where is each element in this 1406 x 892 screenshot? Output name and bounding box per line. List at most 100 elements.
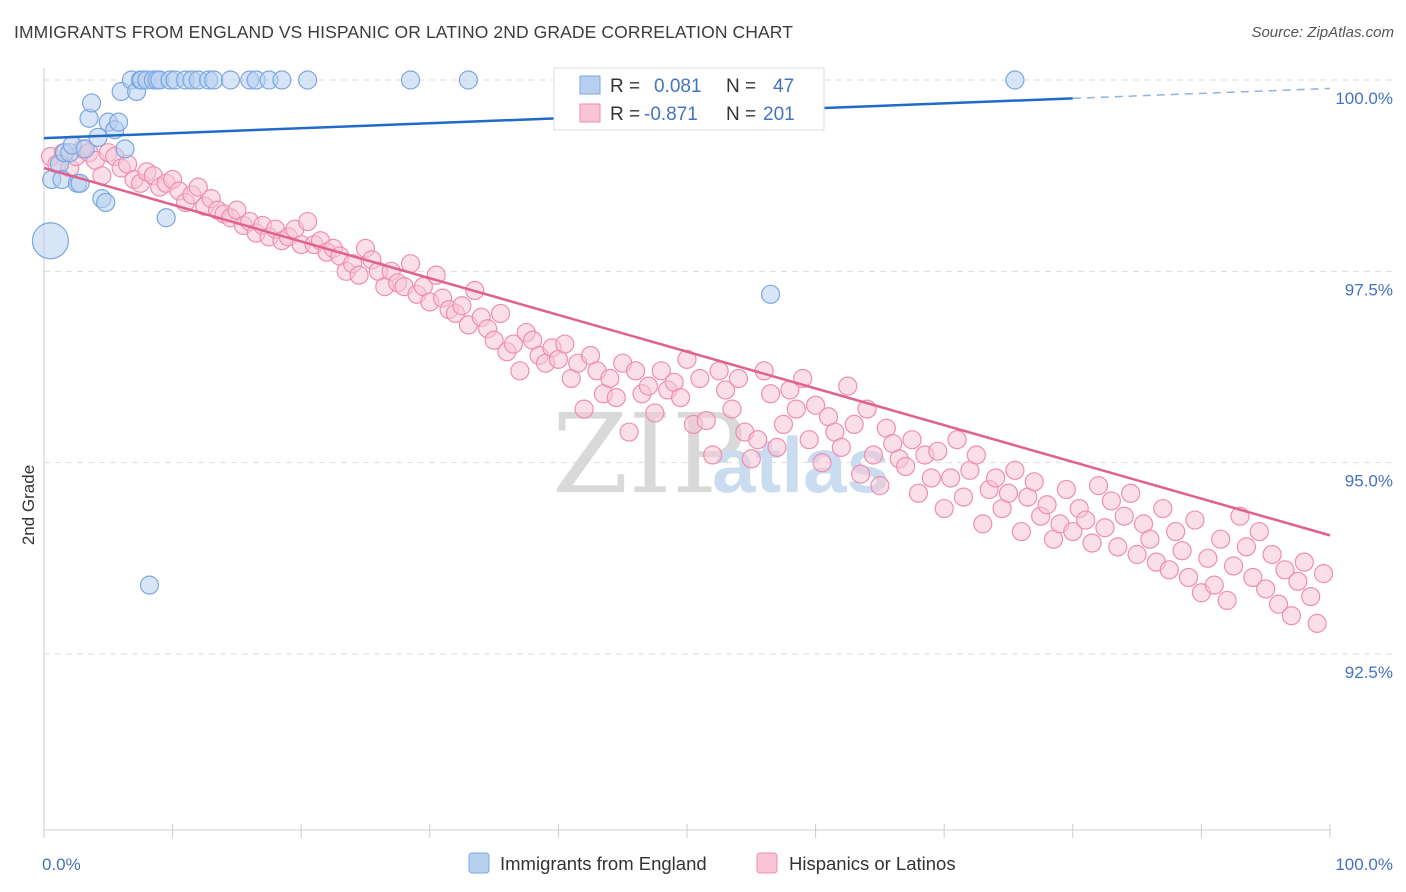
point-hispanic-158 [1056, 479, 1076, 500]
point-england-0 [31, 222, 70, 260]
point-hispanic-106 [722, 399, 742, 419]
point-hispanic-120 [812, 453, 832, 473]
point-hispanic-119 [805, 395, 826, 415]
point-hispanic-112 [760, 384, 781, 404]
point-hispanic-193 [1281, 606, 1302, 626]
point-england-45 [760, 284, 781, 304]
point-hispanic-187 [1243, 567, 1263, 588]
stats-r-label-hispanic: R = [610, 104, 640, 125]
stats-n-value-england: 47 [773, 76, 794, 97]
point-hispanic-40 [298, 211, 318, 232]
point-hispanic-102 [696, 410, 716, 431]
point-hispanic-194 [1288, 571, 1308, 591]
x-tick-label-0: 0.0% [42, 855, 81, 874]
point-hispanic-153 [1024, 472, 1044, 492]
point-hispanic-147 [986, 468, 1006, 488]
stats-r-value-england: 0.081 [654, 76, 702, 97]
point-hispanic-171 [1140, 529, 1160, 549]
point-hispanic-167 [1114, 506, 1134, 526]
y-tick-label-3: 92.5% [1345, 663, 1393, 682]
point-hispanic-109 [741, 449, 761, 469]
point-hispanic-105 [715, 380, 736, 400]
point-hispanic-114 [773, 414, 794, 434]
chart-title: IMMIGRANTS FROM ENGLAND VS HISPANIC OR L… [14, 22, 794, 42]
point-hispanic-195 [1294, 552, 1314, 572]
point-england-25 [139, 575, 160, 595]
source-label: Source: ZipAtlas.com [1251, 24, 1394, 41]
point-hispanic-198 [1313, 564, 1334, 584]
point-hispanic-191 [1268, 594, 1289, 614]
point-hispanic-98 [670, 388, 691, 408]
point-hispanic-72 [503, 334, 523, 354]
point-hispanic-88 [606, 388, 626, 408]
point-hispanic-164 [1095, 518, 1115, 538]
point-hispanic-183 [1217, 590, 1237, 611]
point-hispanic-139 [934, 498, 954, 519]
point-hispanic-23 [188, 177, 208, 197]
point-hispanic-87 [600, 368, 620, 389]
point-hispanic-138 [928, 441, 948, 461]
point-hispanic-118 [799, 430, 819, 450]
legend-swatch-hispanic [756, 852, 778, 874]
point-hispanic-169 [1127, 544, 1147, 565]
point-hispanic-101 [690, 368, 710, 389]
point-hispanic-103 [703, 445, 723, 465]
point-hispanic-134 [902, 430, 922, 450]
point-hispanic-161 [1076, 510, 1096, 530]
point-hispanic-141 [947, 430, 967, 450]
point-hispanic-176 [1172, 541, 1192, 561]
point-hispanic-197 [1307, 613, 1327, 633]
point-hispanic-48 [349, 265, 369, 285]
point-hispanic-192 [1275, 560, 1295, 580]
point-hispanic-140 [941, 468, 961, 488]
y-tick-label-1: 97.5% [1345, 280, 1393, 299]
point-hispanic-165 [1101, 491, 1121, 511]
point-hispanic-150 [1005, 460, 1025, 480]
point-hispanic-104 [709, 361, 729, 381]
point-hispanic-182 [1211, 529, 1231, 549]
point-hispanic-174 [1159, 560, 1179, 580]
stats-swatch-england [579, 75, 601, 95]
point-hispanic-145 [973, 514, 993, 534]
point-hispanic-149 [998, 483, 1019, 503]
series-legend: Immigrants from England Hispanics or Lat… [468, 852, 956, 874]
point-hispanic-168 [1121, 483, 1141, 503]
point-hispanic-135 [908, 483, 929, 503]
x-tick-label-1: 100.0% [1335, 855, 1393, 874]
point-hispanic-123 [831, 437, 851, 457]
point-hispanic-69 [484, 330, 504, 350]
point-hispanic-129 [870, 476, 890, 496]
stats-n-label-hispanic: N = [726, 104, 756, 125]
point-hispanic-107 [728, 368, 749, 389]
point-england-17 [108, 112, 129, 132]
y-tick-label-2: 95.0% [1345, 472, 1393, 491]
point-hispanic-116 [786, 399, 806, 419]
stats-legend: R = 0.081 N = 47 R = -0.871 N = 201 [553, 67, 825, 131]
legend-label-england: Immigrants from England [500, 853, 707, 874]
point-hispanic-177 [1178, 567, 1199, 588]
point-hispanic-90 [619, 422, 639, 442]
point-england-37 [220, 70, 241, 90]
point-hispanic-175 [1166, 521, 1186, 542]
point-england-14 [96, 192, 116, 213]
data-points [31, 70, 1334, 633]
point-hispanic-70 [490, 303, 511, 324]
point-hispanic-159 [1063, 521, 1083, 542]
point-hispanic-181 [1204, 575, 1224, 595]
point-hispanic-83 [574, 399, 594, 419]
point-hispanic-137 [921, 468, 941, 488]
point-england-46 [1005, 70, 1025, 90]
point-england-44 [458, 70, 478, 90]
x-tick-labels: 0.0% 100.0% [42, 855, 1393, 874]
point-hispanic-99 [677, 349, 697, 369]
point-hispanic-94 [645, 403, 665, 423]
point-england-29 [156, 208, 176, 228]
stats-swatch-hispanic [579, 103, 601, 123]
point-hispanic-125 [844, 414, 864, 434]
stats-r-label-england: R = [610, 76, 640, 97]
point-hispanic-142 [953, 487, 974, 507]
point-hispanic-155 [1037, 495, 1057, 515]
point-hispanic-189 [1256, 579, 1276, 599]
point-hispanic-173 [1153, 498, 1173, 519]
